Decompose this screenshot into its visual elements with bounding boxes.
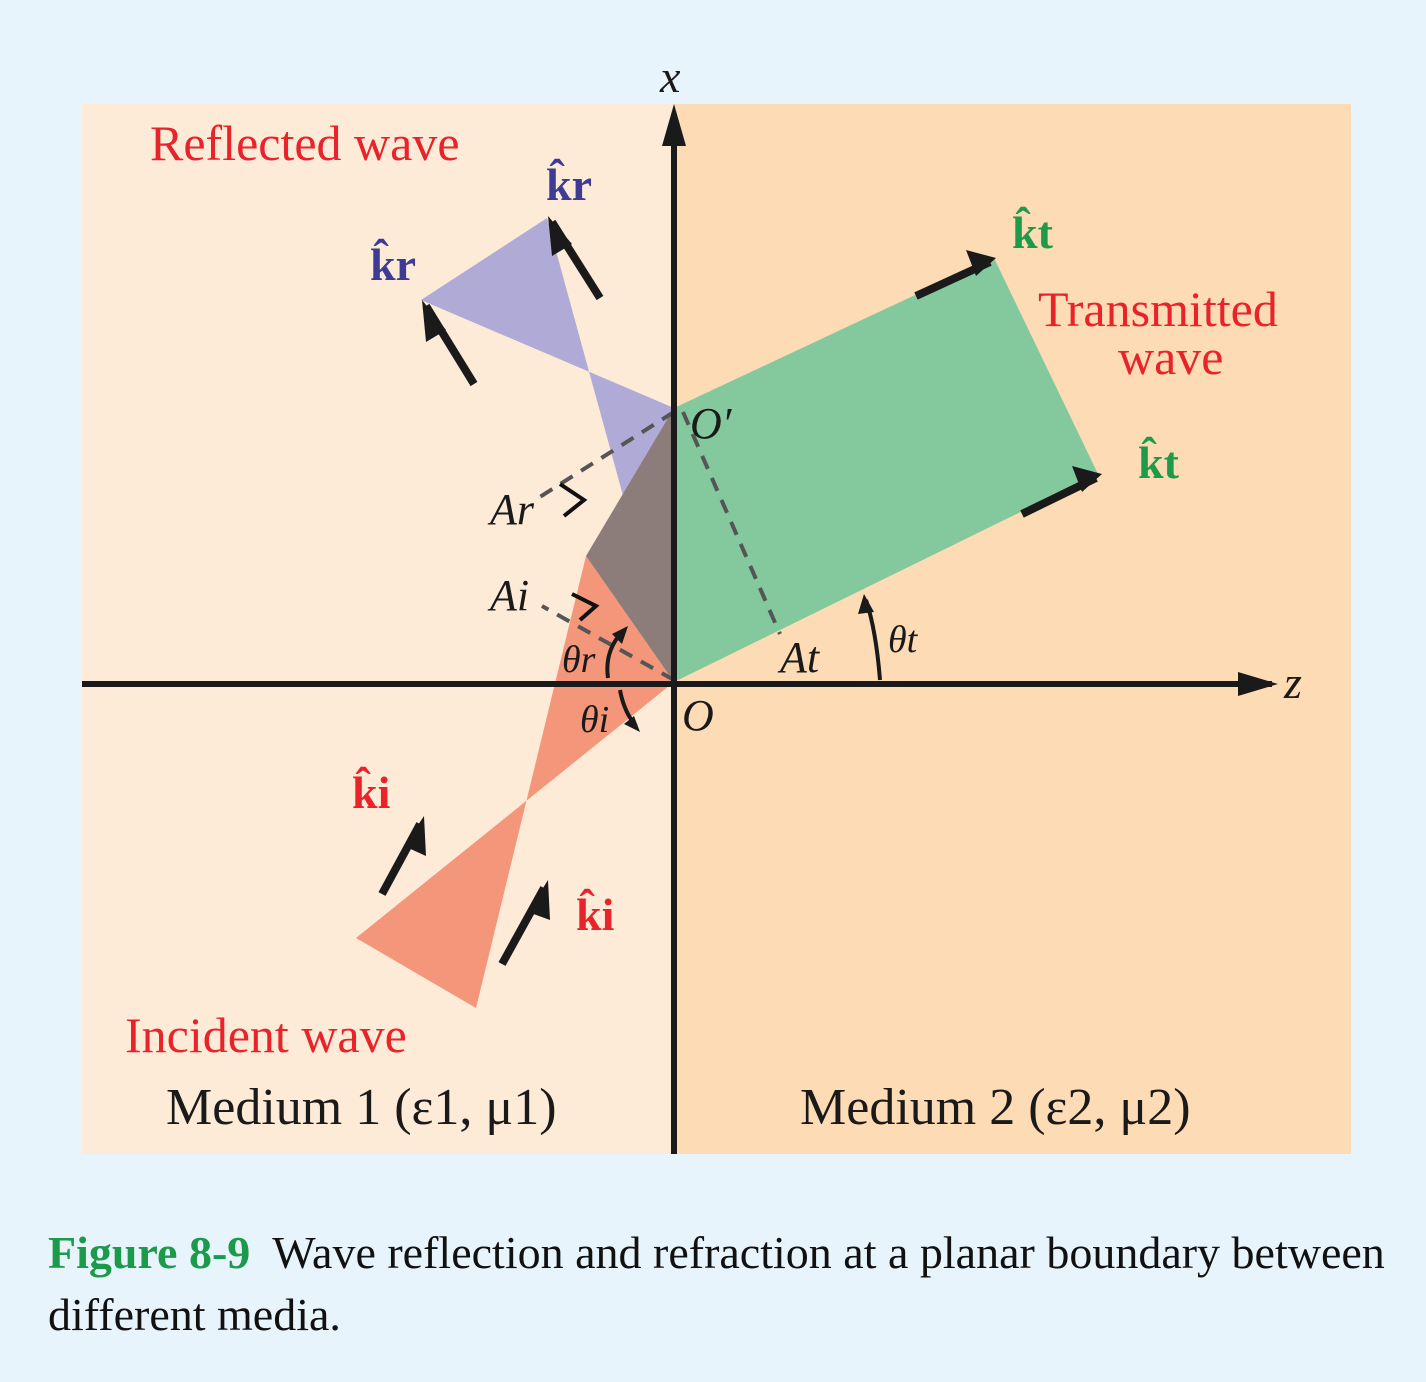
arrowhead-kt-upper bbox=[966, 250, 996, 276]
a-r-label: Ar bbox=[487, 485, 535, 534]
origin-label: O bbox=[682, 691, 714, 740]
wavefront-transmitted bbox=[681, 411, 782, 635]
theta-i-label: θi bbox=[580, 699, 609, 741]
arrowhead-theta-i bbox=[624, 716, 640, 732]
transmitted-wave-label-line1: Transmitted bbox=[1038, 281, 1278, 337]
wavefront-incident bbox=[541, 604, 675, 682]
arrowhead-ki-upper bbox=[404, 816, 426, 856]
transmitted-wave-beam bbox=[674, 258, 1098, 682]
incident-wave-label: Incident wave bbox=[125, 1007, 407, 1063]
x-axis-label: x bbox=[659, 51, 681, 102]
arrowhead-theta-r bbox=[612, 626, 628, 644]
k-r-label-upper: k̂r bbox=[546, 158, 592, 210]
wavefront-dashed-lines bbox=[533, 410, 782, 682]
arrowhead-kt-lower bbox=[1072, 466, 1102, 492]
k-t-label-upper: k̂t bbox=[1012, 206, 1054, 258]
medium-1-label: Medium 1 (ε1, μ1) bbox=[166, 1079, 557, 1136]
z-axis-arrowhead bbox=[1238, 672, 1278, 696]
origin-prime-label: O′ bbox=[690, 399, 733, 448]
reflected-wave-label: Reflected wave bbox=[150, 115, 460, 171]
right-angle-mark-ai bbox=[571, 592, 600, 622]
reflected-wave-beam bbox=[421, 218, 674, 682]
figure-number: Figure 8-9 bbox=[48, 1227, 251, 1278]
arrowhead-kr-lower bbox=[422, 300, 446, 342]
k-t-label-lower: k̂t bbox=[1138, 436, 1180, 488]
a-i-label: Ai bbox=[487, 571, 529, 620]
wavefront-reflected bbox=[533, 410, 676, 502]
arrowhead-ki-lower bbox=[528, 880, 550, 920]
theta-t-label: θt bbox=[888, 619, 919, 661]
z-axis-label: z bbox=[1283, 657, 1302, 708]
incident-wave-beam bbox=[356, 556, 674, 1008]
medium-2-label: Medium 2 (ε2, μ2) bbox=[800, 1079, 1191, 1136]
theta-r-label: θr bbox=[562, 639, 596, 681]
transmitted-wave-label-line2: wave bbox=[1118, 329, 1224, 385]
caption-text: Wave reflection and refraction at a plan… bbox=[48, 1227, 1385, 1340]
figure-caption: Figure 8-9 Wave reflection and refraction… bbox=[48, 1222, 1398, 1346]
k-vector-arrowheads bbox=[404, 216, 1102, 920]
arrowhead-kr-upper bbox=[548, 216, 572, 256]
a-t-label: At bbox=[777, 633, 821, 682]
arrowhead-theta-t bbox=[858, 594, 874, 614]
k-i-label-lower: k̂i bbox=[576, 888, 615, 940]
x-axis-arrowhead bbox=[662, 104, 686, 146]
right-angle-mark-ar bbox=[558, 482, 588, 518]
angle-arc-arrowheads bbox=[612, 594, 874, 732]
k-r-label-lower: k̂r bbox=[370, 238, 416, 290]
overlap-region bbox=[586, 408, 674, 682]
k-i-label-upper: k̂i bbox=[352, 766, 391, 818]
medium-2-region bbox=[674, 104, 1351, 1154]
right-angle-marks bbox=[558, 482, 600, 622]
